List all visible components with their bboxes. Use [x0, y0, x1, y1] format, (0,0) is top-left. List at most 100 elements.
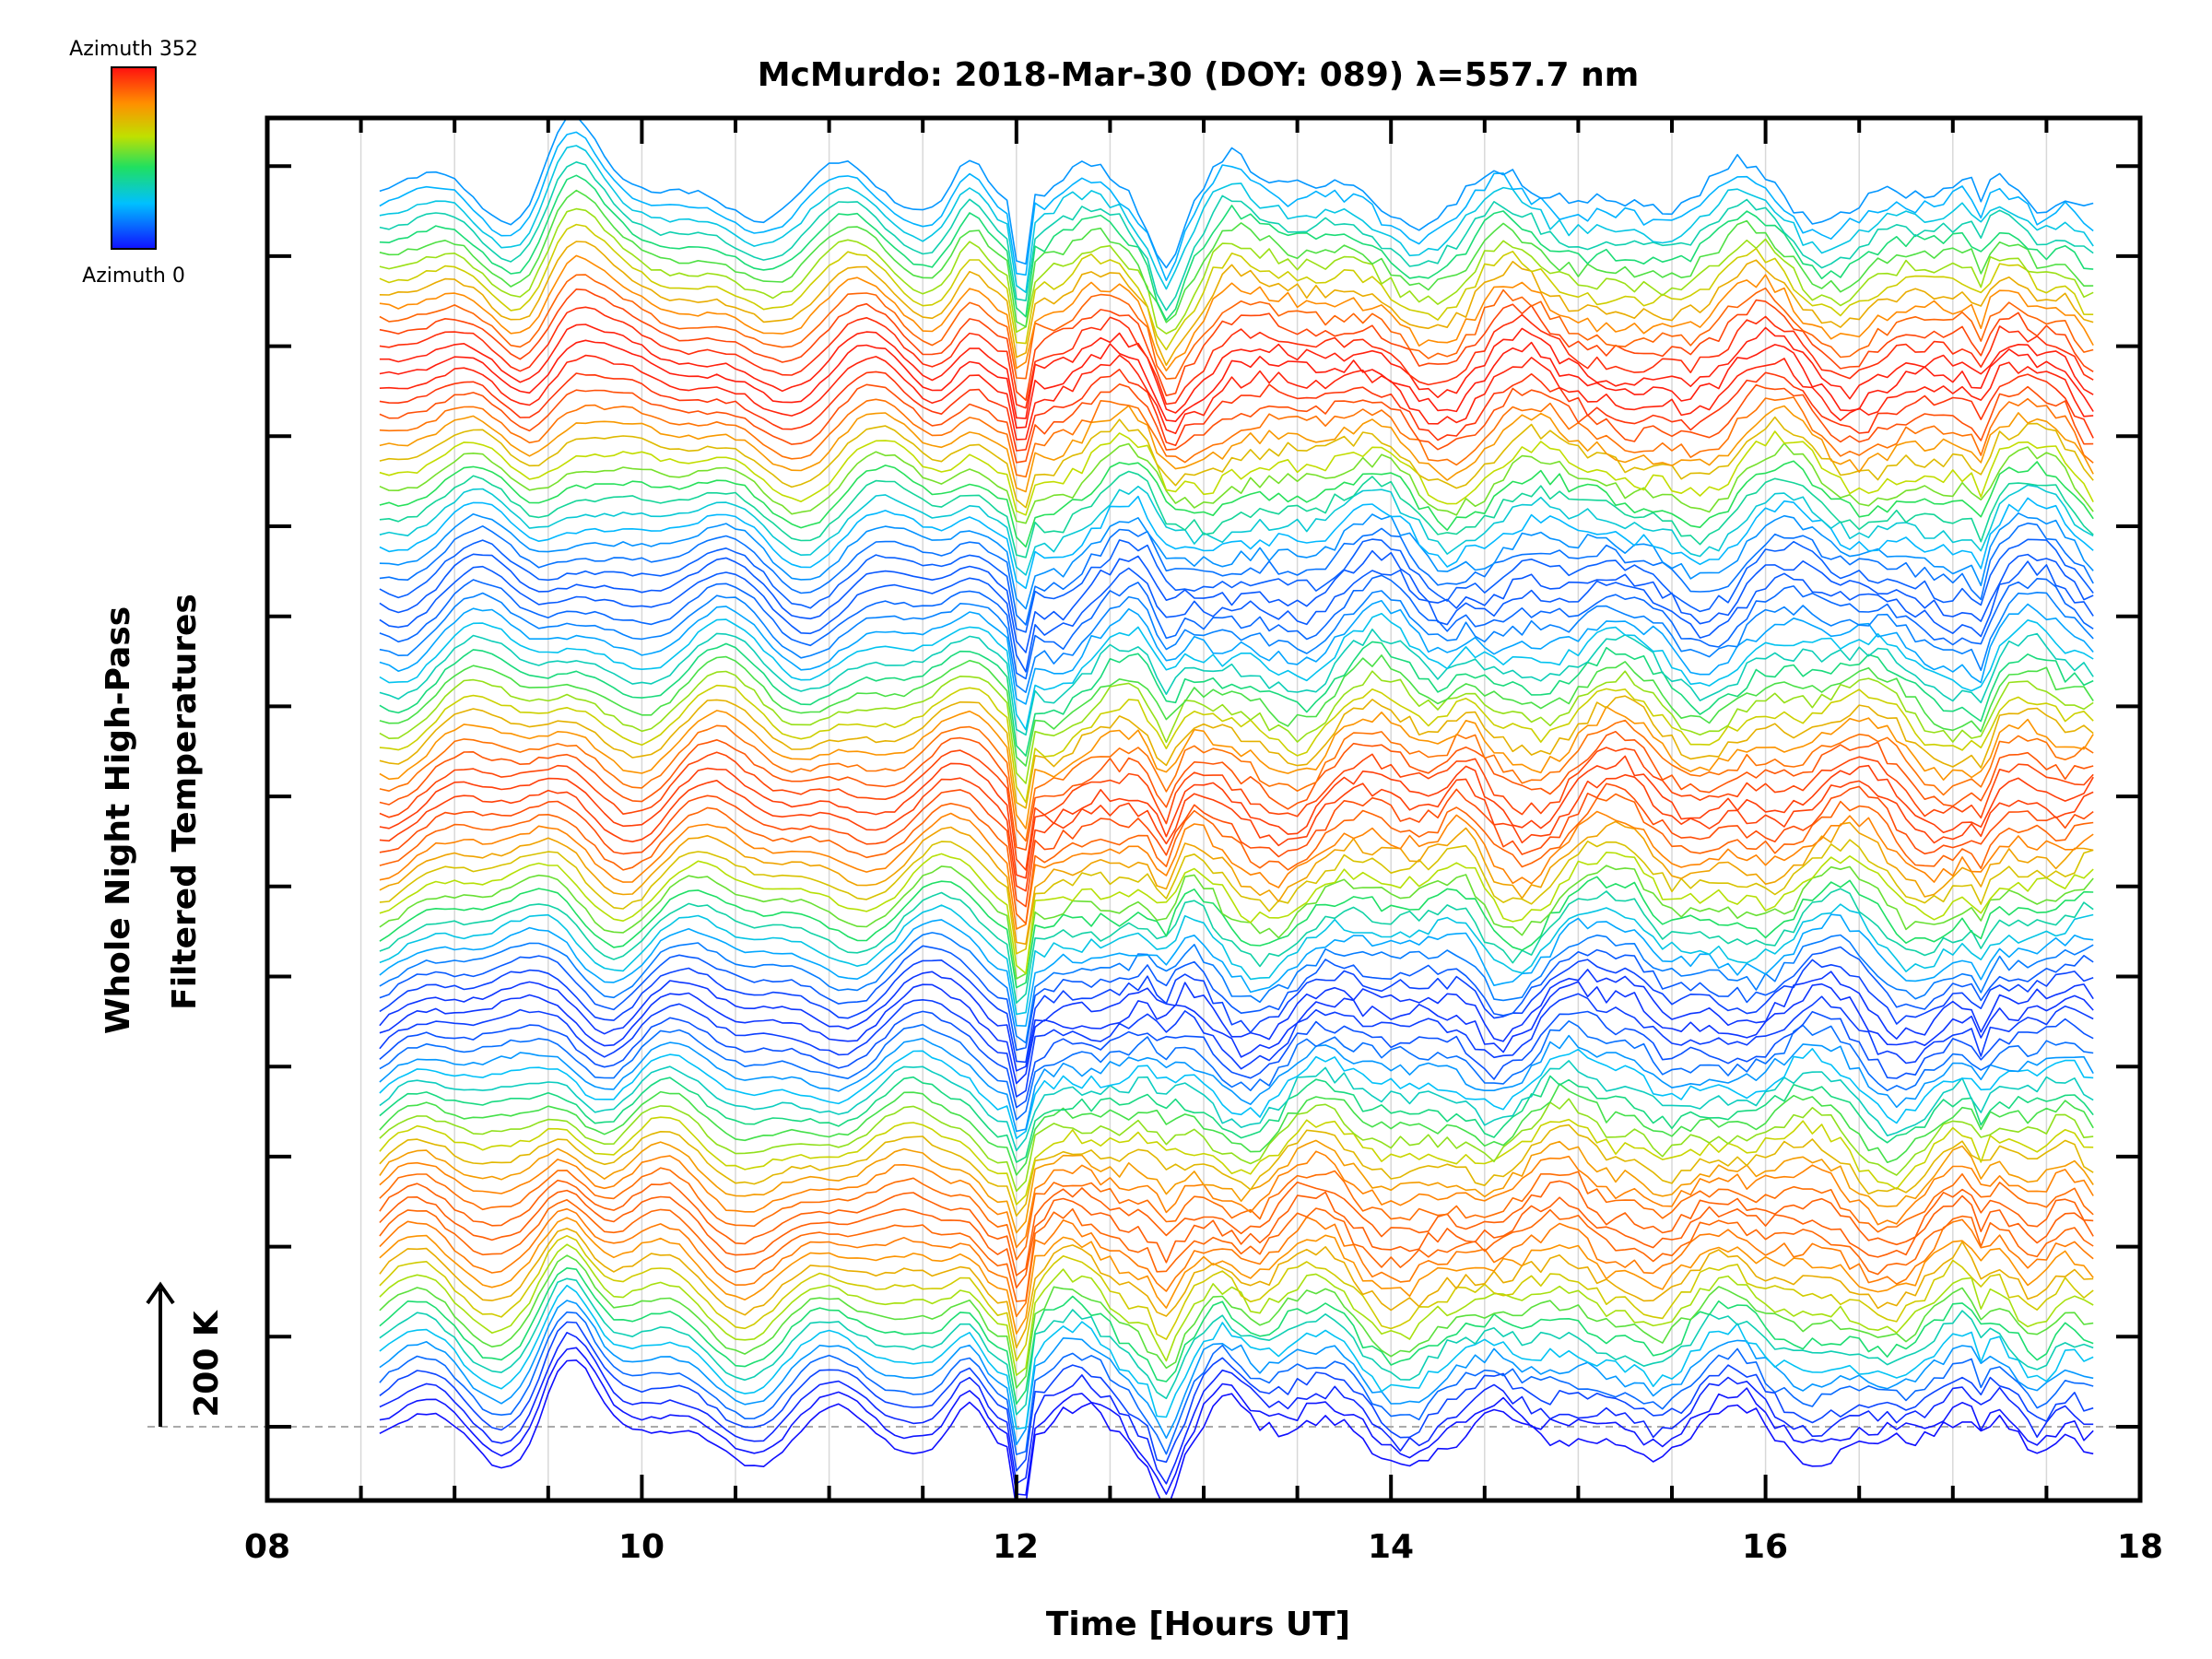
temperature-trace: [379, 288, 2094, 401]
colorbar: Azimuth 352 Azimuth 0: [69, 38, 198, 288]
temperature-trace: [379, 1098, 2094, 1193]
x-tick-label: 16: [1742, 1528, 1788, 1566]
temperature-traces: [379, 118, 2094, 1500]
temperature-trace: [379, 913, 2094, 1027]
temperature-trace: [379, 1199, 2094, 1302]
x-axis-label: Time [Hours UT]: [1046, 1606, 1350, 1643]
temperature-trace: [379, 993, 2094, 1098]
temperature-trace: [379, 1075, 2094, 1163]
temperature-trace: [379, 484, 2094, 576]
colorbar-top-label: Azimuth 352: [69, 38, 198, 61]
temperature-trace: [379, 1347, 2094, 1496]
axis-ticks: [265, 118, 2142, 1500]
x-tick-label: 12: [993, 1528, 1039, 1566]
colorbar-bottom-label: Azimuth 0: [82, 265, 185, 288]
scale-bar: 200 K: [146, 1281, 226, 1427]
temperature-trace: [379, 1179, 2094, 1277]
temperature-trace: [379, 612, 2094, 731]
temperature-trace: [379, 684, 2094, 804]
x-tick-label: 10: [618, 1528, 665, 1566]
temperature-trace: [379, 641, 2094, 757]
y-axis-label-line1: Whole Night High-Pass: [100, 606, 137, 1034]
temperature-trace: [379, 405, 2094, 493]
temperature-trace: [379, 706, 2094, 830]
y-axis-label-line2: Filtered Temperatures: [166, 594, 204, 1010]
temperature-trace: [379, 470, 2094, 559]
chart-title: McMurdo: 2018-Mar-30 (DOY: 089) λ=557.7 …: [758, 56, 1640, 94]
temperature-trace: [379, 876, 2094, 989]
temperature-trace: [379, 852, 2094, 974]
temperature-trace: [379, 820, 2094, 946]
temperature-trace: [379, 560, 2094, 673]
temperature-trace: [379, 1207, 2094, 1318]
temperature-trace: [379, 369, 2094, 452]
temperature-trace: [379, 1228, 2094, 1349]
temperature-trace: [379, 1010, 2094, 1109]
temperature-trace: [379, 416, 2094, 509]
temperature-trace: [379, 324, 2094, 419]
temperature-trace: [379, 654, 2094, 767]
temperature-trace: [379, 1217, 2094, 1335]
temperature-trace: [379, 1267, 2094, 1405]
temperature-trace: [379, 773, 2094, 892]
temperature-trace: [379, 1048, 2094, 1139]
x-tick-label: 08: [244, 1528, 290, 1566]
temperature-trace: [379, 241, 2094, 366]
temperature-trace: [379, 755, 2094, 879]
temperature-trace: [379, 1020, 2094, 1121]
temperature-trace: [379, 865, 2094, 980]
temperature-trace: [379, 339, 2094, 429]
temperature-trace: [379, 932, 2094, 1044]
temperature-trace: [379, 495, 2094, 590]
temperature-trace: [379, 306, 2094, 409]
x-tick-labels: 08 10 12 14 16 18: [244, 1528, 2163, 1566]
temperature-trace: [379, 254, 2094, 371]
temperature-trace: [379, 782, 2094, 908]
temperature-trace: [379, 1235, 2094, 1362]
temperature-trace: [379, 1060, 2094, 1152]
temperature-trace: [379, 719, 2094, 842]
temperature-trace: [379, 1332, 2094, 1485]
temperature-trace: [379, 460, 2094, 548]
temperature-trace: [379, 590, 2094, 693]
temperature-trace: [379, 695, 2094, 809]
temperature-trace: [379, 522, 2094, 626]
temperature-trace: [379, 396, 2094, 478]
temperature-trace: [379, 903, 2094, 1016]
temperature-trace: [379, 1189, 2094, 1288]
temperature-trace: [379, 383, 2094, 464]
temperature-trace: [379, 945, 2094, 1052]
temperature-trace: [379, 1321, 2094, 1472]
grid-lines: [147, 118, 2140, 1500]
temperature-trace: [379, 1083, 2094, 1176]
temperature-trace: [379, 223, 2094, 351]
colorbar-gradient: [111, 66, 157, 250]
x-tick-label: 14: [1368, 1528, 1414, 1566]
temperature-trace: [379, 118, 2094, 269]
y-axis-label: Whole Night High-Pass Filtered Temperatu…: [100, 594, 204, 1034]
temperature-trace: [379, 1034, 2094, 1133]
temperature-trace: [379, 959, 2094, 1064]
temperature-trace: [379, 1139, 2094, 1234]
temperature-trace: [379, 1150, 2094, 1249]
temperature-trace: [379, 1277, 2094, 1416]
temperature-trace: [379, 600, 2094, 705]
temperature-trace: [379, 174, 2094, 322]
temperature-trace: [379, 1300, 2094, 1446]
temperature-trace: [379, 430, 2094, 516]
temperature-trace: [379, 538, 2094, 633]
scale-bar-label: 200 K: [188, 1310, 226, 1418]
temperature-trace: [379, 442, 2094, 524]
temperature-trace: [379, 274, 2094, 380]
temperature-trace: [379, 207, 2094, 335]
temperature-trace: [379, 189, 2094, 328]
x-tick-label: 18: [2117, 1528, 2163, 1566]
scale-arrow-head: [146, 1281, 175, 1305]
temperature-trace: [379, 888, 2094, 1004]
temperature-trace: [379, 969, 2094, 1072]
temperature-trace: [379, 1254, 2094, 1389]
temperature-trace: [379, 512, 2094, 610]
temperature-trace: [379, 354, 2094, 441]
temperature-trace: [379, 747, 2094, 871]
temperature-trace: [379, 1243, 2094, 1376]
